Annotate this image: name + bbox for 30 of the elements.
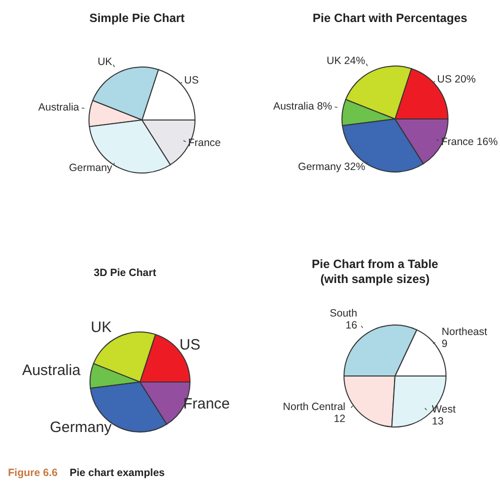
slice-label: US bbox=[179, 336, 200, 354]
slice-label: Australia bbox=[38, 102, 80, 114]
slice-label: Germany bbox=[50, 418, 112, 436]
chart-title: Simple Pie Chart bbox=[88, 11, 186, 26]
slice-label: UK bbox=[90, 318, 112, 336]
data-label: 12 bbox=[334, 412, 346, 425]
text: Pie chart examples bbox=[70, 467, 165, 479]
slice-label: Germany 32% bbox=[298, 160, 366, 173]
slice-label: Australia bbox=[22, 362, 82, 379]
chart-title: Pie Chart with Percentages bbox=[312, 11, 468, 26]
slice-label: France bbox=[183, 394, 230, 412]
slice-label: Northeast bbox=[442, 326, 488, 338]
chart-title: 3D Pie Chart bbox=[92, 266, 158, 281]
slice-label: France bbox=[188, 137, 221, 150]
chart-subtitle: (with sample sizes) bbox=[319, 272, 431, 287]
data-label: 16 bbox=[346, 319, 358, 332]
slice-label: France 16% bbox=[441, 136, 498, 148]
slice-label: West bbox=[432, 404, 456, 416]
slice-label: Germany bbox=[68, 162, 113, 174]
data-label: 9 bbox=[442, 338, 448, 350]
slice-label: Australia 8% bbox=[273, 100, 332, 113]
caption: Figure 6.6 bbox=[8, 467, 58, 479]
slice-label: US 20% bbox=[437, 74, 476, 86]
slice-label: UK 24% bbox=[326, 55, 366, 68]
data-label: 13 bbox=[432, 416, 444, 428]
slice-label: North Central bbox=[282, 400, 346, 413]
chart-title: Pie Chart from a Table bbox=[310, 257, 440, 272]
slice-label: US bbox=[184, 74, 199, 87]
slice-label: UK bbox=[98, 56, 112, 68]
slice-label: South bbox=[330, 307, 358, 320]
